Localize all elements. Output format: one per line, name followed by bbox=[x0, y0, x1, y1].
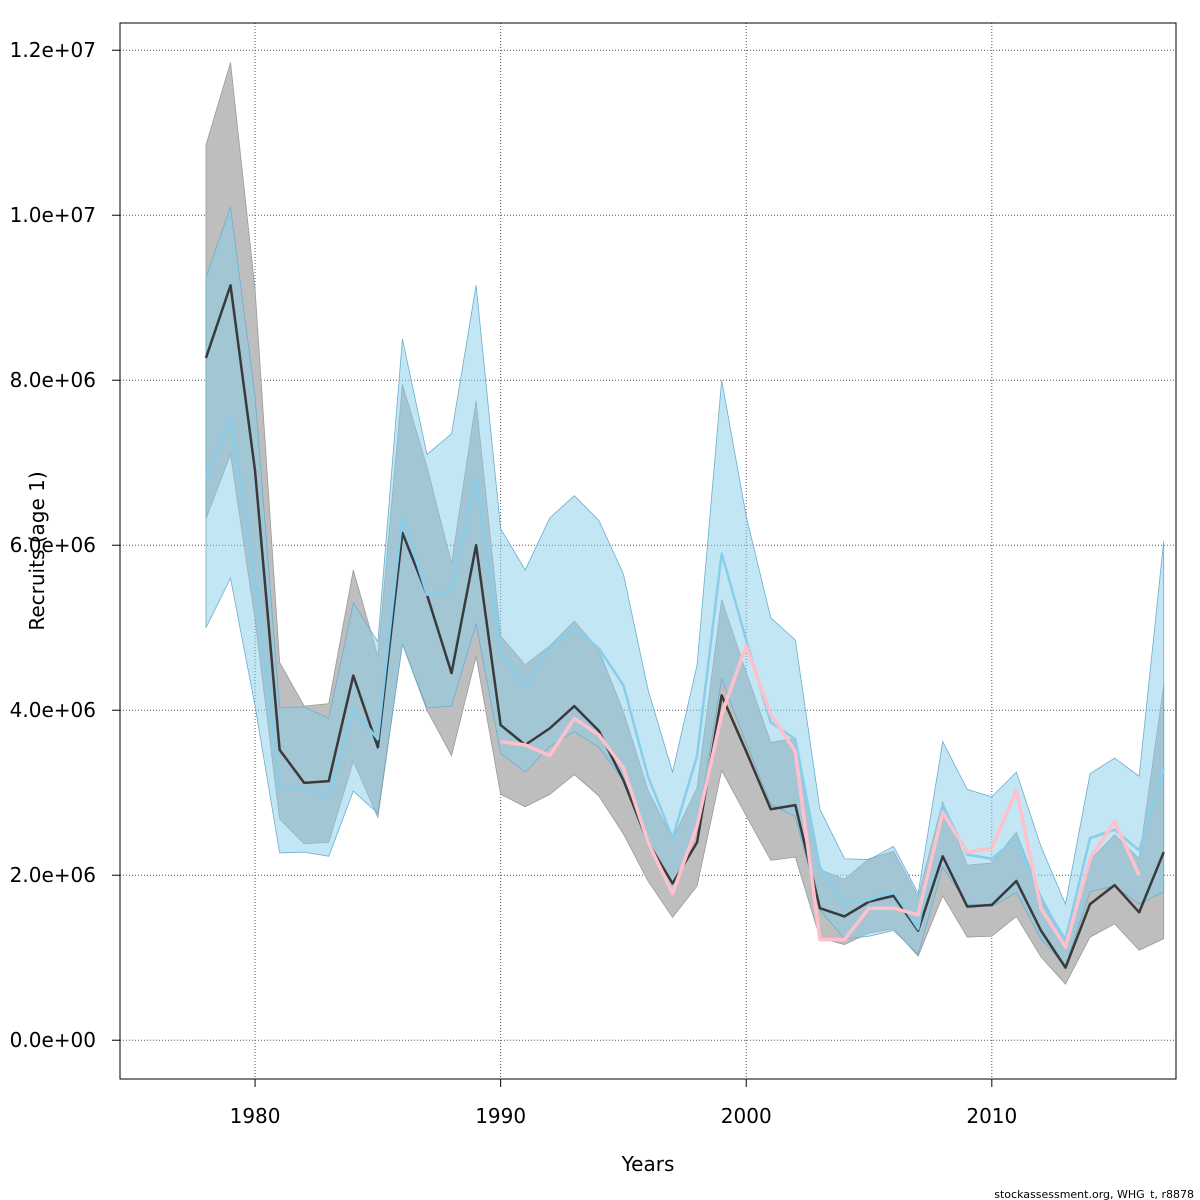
plot-frame bbox=[119, 22, 1177, 1080]
y-tick-label: 0.0e+00 bbox=[10, 1028, 96, 1052]
series-lines bbox=[204, 284, 1165, 969]
x-tick-label: 2010 bbox=[966, 1104, 1017, 1128]
y-tick-label: 4.0e+06 bbox=[10, 698, 96, 722]
footer-credit: stockassessment.org, WHG_t, r8878 bbox=[994, 1188, 1194, 1200]
line-blue-estimate bbox=[204, 416, 1165, 941]
x-axis-title: Years bbox=[621, 1152, 675, 1176]
x-tick-label: 1990 bbox=[475, 1104, 526, 1128]
x-axis: 1980 1990 2000 2010 bbox=[230, 1079, 1017, 1128]
y-tick-label: 6.0e+06 bbox=[10, 533, 96, 557]
y-axis: 0.0e+00 2.0e+06 4.0e+06 6.0e+06 8.0e+06 1.0e+… bbox=[10, 38, 120, 1052]
y-tick-label: 1.2e+07 bbox=[10, 38, 96, 62]
line-pink-estimate bbox=[500, 644, 1141, 949]
x-tick-label: 1980 bbox=[230, 1104, 281, 1128]
y-tick-label: 8.0e+06 bbox=[10, 368, 96, 392]
y-tick-label: 1.0e+07 bbox=[10, 203, 96, 227]
y-tick-label: 2.0e+06 bbox=[10, 863, 96, 887]
y-axis-title: Recruits (age 1) bbox=[25, 471, 49, 630]
x-tick-label: 2000 bbox=[721, 1104, 772, 1128]
